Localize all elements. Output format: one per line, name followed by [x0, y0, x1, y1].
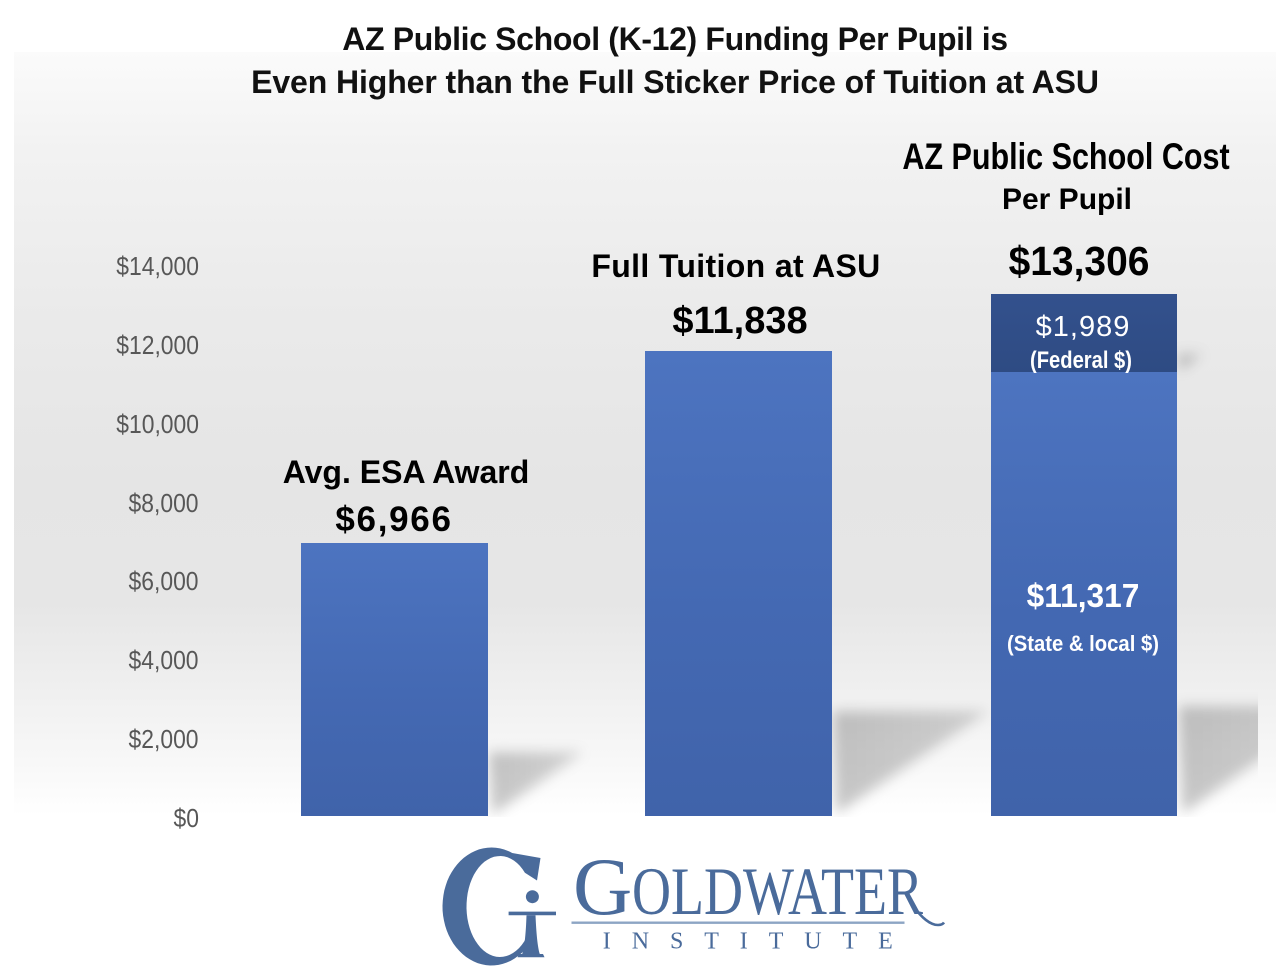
- svg-text:G: G: [573, 841, 632, 932]
- svg-text:OLDWATER: OLDWATER: [632, 853, 924, 929]
- svg-text:INSTITUTE: INSTITUTE: [603, 929, 893, 955]
